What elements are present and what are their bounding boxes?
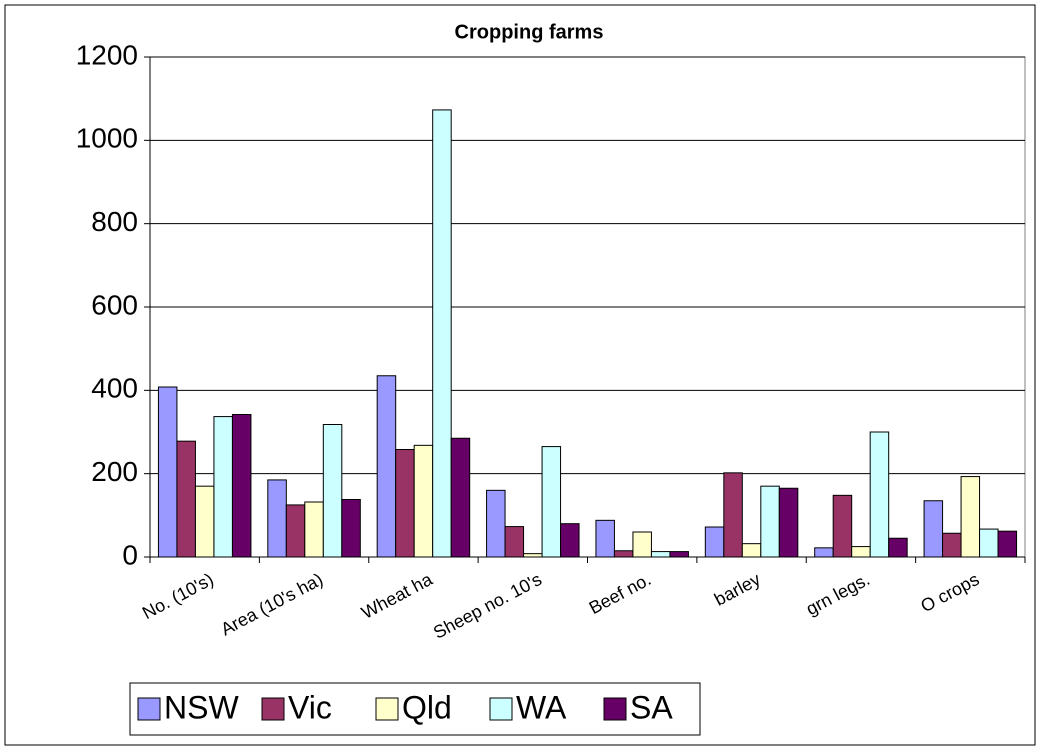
- bar: [560, 523, 580, 558]
- bar: [395, 449, 415, 558]
- bar: [650, 551, 671, 558]
- legend-label: Qld: [402, 689, 452, 725]
- bar: [979, 528, 999, 558]
- bar: [997, 530, 1018, 558]
- legend-label: Vic: [288, 689, 332, 725]
- bar: [304, 501, 324, 558]
- y-tick-label: 800: [91, 206, 138, 237]
- legend-swatch: [261, 697, 285, 721]
- bar: [595, 519, 615, 558]
- bar: [778, 487, 799, 558]
- bar: [632, 531, 652, 558]
- bar: [523, 553, 543, 558]
- bar: [194, 485, 215, 558]
- bar: [851, 546, 871, 558]
- y-tick-label: 400: [91, 373, 138, 404]
- bar: [760, 485, 780, 558]
- bar: [285, 504, 306, 558]
- bar: [613, 550, 634, 558]
- bar: [960, 476, 981, 558]
- legend-label: WA: [516, 689, 567, 725]
- legend-swatch: [489, 697, 513, 721]
- legend-swatch: [137, 697, 161, 721]
- bar: [541, 446, 562, 558]
- bar: [376, 375, 397, 558]
- legend-swatch: [375, 697, 399, 721]
- bar: [341, 499, 361, 558]
- bar: [413, 444, 434, 558]
- bar: [450, 437, 471, 558]
- legend-label: SA: [630, 689, 673, 725]
- legend-label: NSW: [164, 689, 239, 725]
- bar: [176, 440, 196, 558]
- bar: [157, 386, 178, 558]
- bar: [231, 414, 252, 558]
- bar: [486, 489, 506, 558]
- bar: [213, 416, 233, 558]
- bar: [942, 532, 962, 558]
- bar: [704, 526, 725, 558]
- bar: [432, 109, 452, 558]
- y-tick-label: 200: [91, 456, 138, 487]
- bar: [923, 500, 944, 558]
- bar: [322, 424, 343, 558]
- bar: [869, 431, 890, 558]
- legend-swatch: [603, 697, 627, 721]
- bar: [669, 551, 689, 558]
- bar: [814, 547, 834, 558]
- bar: [723, 472, 743, 558]
- y-tick-label: 600: [91, 289, 138, 320]
- bar: [504, 526, 525, 558]
- y-tick-label: 1000: [76, 123, 138, 154]
- y-tick-label: 1200: [76, 39, 138, 70]
- bar: [267, 479, 287, 558]
- bar: [741, 543, 762, 558]
- bar: [888, 537, 908, 558]
- chart-title: Cropping farms: [455, 21, 604, 43]
- y-tick-label: 0: [122, 539, 138, 570]
- bar: [832, 494, 853, 558]
